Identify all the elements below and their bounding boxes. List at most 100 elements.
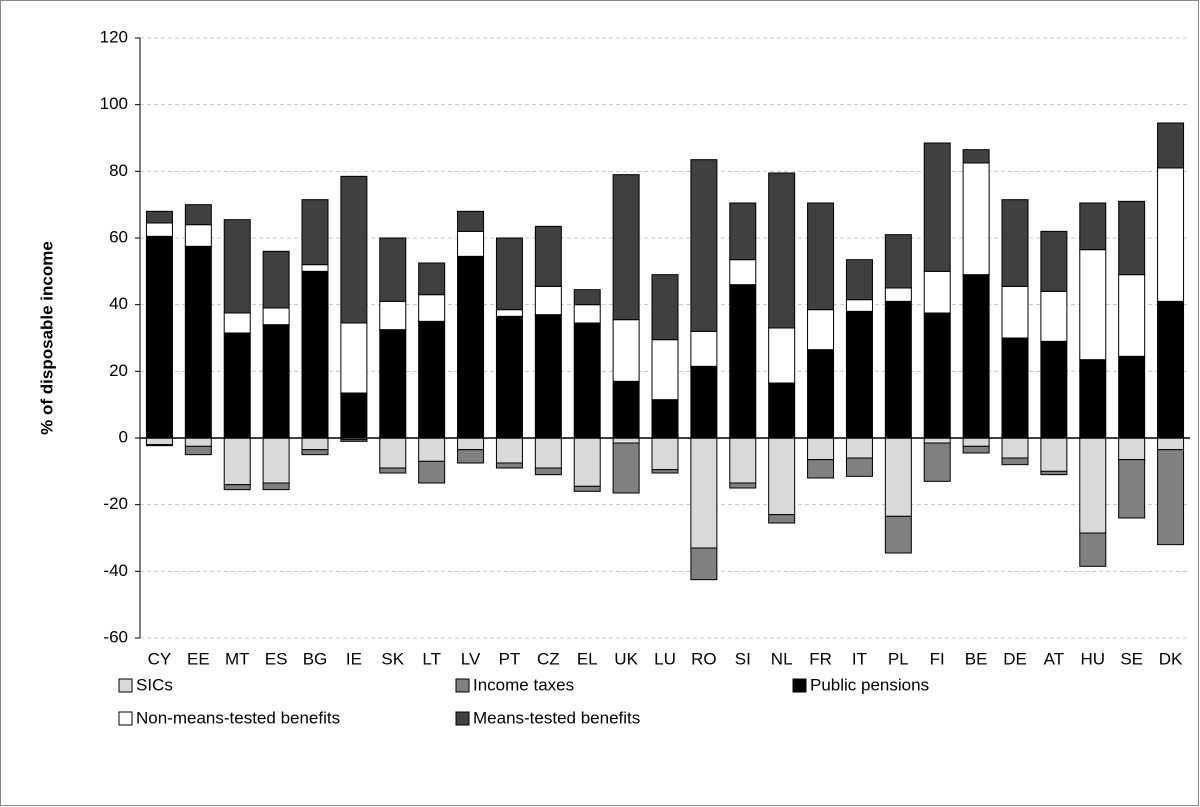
bar-segment bbox=[495, 315, 523, 439]
bar-segment bbox=[1001, 437, 1029, 459]
bar-segment bbox=[573, 289, 601, 306]
x-tick-label: FR bbox=[809, 649, 832, 668]
bar-segment bbox=[651, 469, 679, 474]
x-tick-label: DE bbox=[1003, 649, 1027, 668]
bar-segment bbox=[1001, 337, 1029, 439]
bar-segment bbox=[495, 462, 523, 469]
bar-segment bbox=[301, 437, 329, 451]
y-tick-label: 120 bbox=[100, 27, 128, 46]
bar-segment bbox=[457, 230, 485, 257]
bar-segment bbox=[418, 294, 446, 322]
bar-segment bbox=[651, 437, 679, 471]
bar-segment bbox=[573, 304, 601, 324]
legend-label: Means-tested benefits bbox=[473, 708, 640, 727]
bar-segment bbox=[262, 307, 290, 326]
bar-segment bbox=[340, 175, 368, 324]
bar-segment bbox=[807, 349, 835, 439]
bar-segment bbox=[457, 255, 485, 439]
bar-segment bbox=[1157, 449, 1185, 546]
x-tick-label: PT bbox=[499, 649, 521, 668]
bar-segment bbox=[845, 299, 873, 312]
bar-segment bbox=[1079, 202, 1107, 251]
x-tick-label: UK bbox=[614, 649, 638, 668]
bar-segment bbox=[379, 437, 407, 469]
x-tick-label: CY bbox=[148, 649, 172, 668]
y-tick-label: 60 bbox=[109, 227, 128, 246]
bar-segment bbox=[457, 210, 485, 232]
x-tick-label: MT bbox=[225, 649, 250, 668]
x-tick-label: LT bbox=[422, 649, 441, 668]
bar-segment bbox=[768, 514, 796, 524]
bar-segment bbox=[1040, 290, 1068, 342]
bar-segment bbox=[729, 482, 757, 489]
y-tick-label: -40 bbox=[103, 561, 128, 580]
x-tick-label: LU bbox=[654, 649, 676, 668]
bar-segment bbox=[457, 449, 485, 464]
bar-segment bbox=[962, 274, 990, 439]
bar-segment bbox=[845, 259, 873, 301]
bar-segment bbox=[145, 437, 173, 446]
bar-segment bbox=[145, 235, 173, 439]
bar-segment bbox=[495, 237, 523, 311]
bar-segment bbox=[418, 262, 446, 296]
y-tick-label: 0 bbox=[119, 427, 128, 446]
bar-segment bbox=[651, 339, 679, 401]
bar-segment bbox=[768, 172, 796, 329]
bar-segment bbox=[457, 437, 485, 451]
x-tick-label: IT bbox=[852, 649, 867, 668]
bar-segment bbox=[145, 210, 173, 224]
bar-segment bbox=[573, 485, 601, 492]
bar-segment bbox=[534, 225, 562, 287]
bar-segment bbox=[379, 237, 407, 302]
bar-segment bbox=[184, 245, 212, 439]
bar-segment bbox=[1118, 437, 1146, 461]
x-tick-label: ES bbox=[265, 649, 288, 668]
legend-swatch bbox=[118, 711, 133, 726]
bar-segment bbox=[1040, 230, 1068, 292]
bar-segment bbox=[301, 199, 329, 266]
y-tick-label: 80 bbox=[109, 161, 128, 180]
bar-segment bbox=[845, 437, 873, 459]
bar-segment bbox=[923, 270, 951, 314]
bar-segment bbox=[923, 142, 951, 272]
bar-segment bbox=[379, 467, 407, 474]
x-tick-label: SE bbox=[1120, 649, 1143, 668]
y-tick-label: 20 bbox=[109, 361, 128, 380]
bar-segment bbox=[184, 224, 212, 247]
bar-segment bbox=[962, 445, 990, 454]
bar-segment bbox=[262, 482, 290, 491]
bar-segment bbox=[534, 285, 562, 316]
legend-label: Income taxes bbox=[473, 675, 574, 694]
bar-segment bbox=[768, 437, 796, 516]
legend-label: Non-means-tested benefits bbox=[136, 708, 340, 727]
bar-segment bbox=[262, 324, 290, 439]
bar-segment bbox=[807, 309, 835, 351]
bar-segment bbox=[845, 457, 873, 477]
y-tick-label: -20 bbox=[103, 494, 128, 513]
bar-segment bbox=[651, 274, 679, 341]
bar-segment bbox=[729, 437, 757, 484]
x-tick-label: SK bbox=[381, 649, 404, 668]
bar-segment bbox=[223, 219, 251, 314]
bar-segment bbox=[262, 250, 290, 309]
bar-segment bbox=[807, 202, 835, 311]
bar-segment bbox=[1157, 437, 1185, 451]
bar-segment bbox=[1157, 122, 1185, 169]
x-tick-label: RO bbox=[691, 649, 717, 668]
bar-segment bbox=[340, 322, 368, 394]
bar-segment bbox=[1001, 285, 1029, 339]
legend-swatch bbox=[455, 678, 470, 693]
legend-swatch bbox=[792, 678, 807, 693]
bar-segment bbox=[612, 174, 640, 321]
bar-segment bbox=[768, 382, 796, 439]
bar-segment bbox=[1118, 274, 1146, 357]
bar-segment bbox=[884, 287, 912, 302]
y-tick-label: 100 bbox=[100, 94, 128, 113]
bar-segment bbox=[1001, 199, 1029, 287]
bar-segment bbox=[923, 442, 951, 482]
bar-segment bbox=[1157, 300, 1185, 439]
bar-segment bbox=[223, 437, 251, 486]
x-tick-label: IE bbox=[346, 649, 362, 668]
bar-segment bbox=[962, 149, 990, 164]
bar-segment bbox=[223, 312, 251, 334]
